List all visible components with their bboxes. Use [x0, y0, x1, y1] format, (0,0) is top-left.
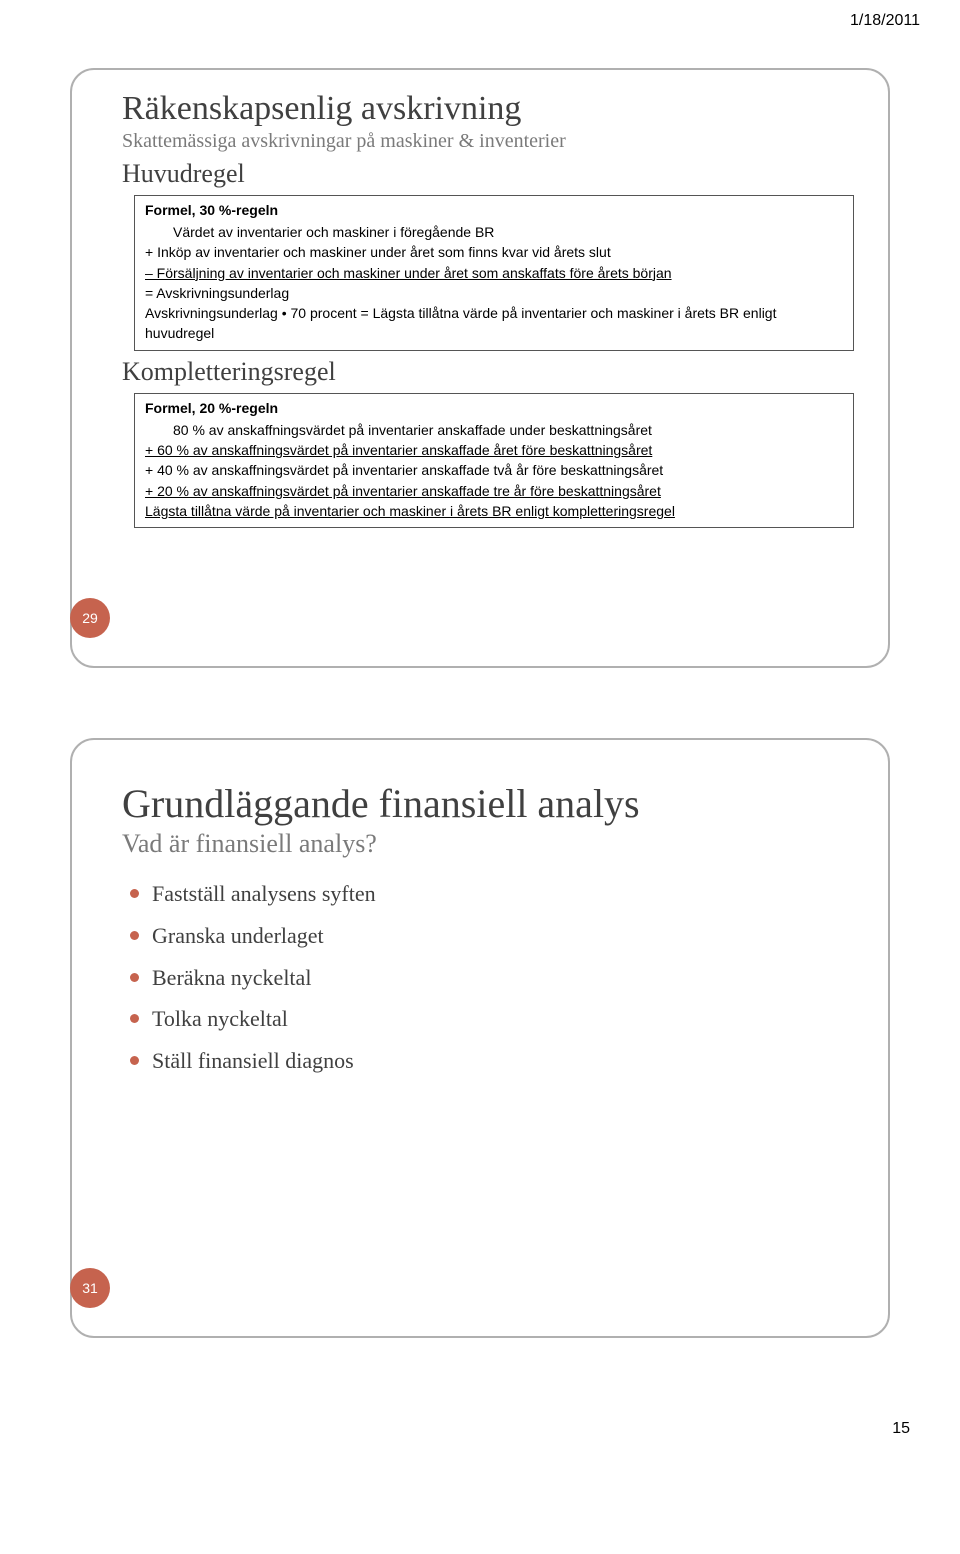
formula-line: + 40 % av anskaffningsvärdet på inventar… [145, 460, 843, 480]
formula-line: Lägsta tillåtna värde på inventarier och… [145, 501, 843, 521]
slide-title: Grundläggande finansiell analys [122, 780, 854, 827]
formula-line: 80 % av anskaffningsvärdet på inventarie… [145, 420, 843, 440]
slide-title: Räkenskapsenlig avskrivning [122, 90, 854, 128]
page-date: 1/18/2011 [0, 0, 960, 38]
formula-line: = Avskrivningsunderlag [145, 283, 843, 303]
bullet-item: Granska underlaget [122, 915, 854, 957]
formula-lines: Värdet av inventarier och maskiner i för… [145, 222, 843, 344]
formula-line: – Försäljning av inventarier och maskine… [145, 263, 843, 283]
section-heading-huvudregel: Huvudregel [122, 159, 854, 189]
formula-line: + 60 % av anskaffningsvärdet på inventar… [145, 440, 843, 460]
formula-box-30: Formel, 30 %-regeln Värdet av inventarie… [134, 195, 854, 351]
bullet-item: Ställ finansiell diagnos [122, 1040, 854, 1082]
formula-line: + 20 % av anskaffningsvärdet på inventar… [145, 481, 843, 501]
formula-lines: 80 % av anskaffningsvärdet på inventarie… [145, 420, 843, 521]
slide-number-badge: 31 [70, 1268, 110, 1308]
formula-line: + Inköp av inventarier och maskiner unde… [145, 242, 843, 262]
bullet-list: Fastställ analysens syftenGranska underl… [122, 873, 854, 1082]
formula-label: Formel, 30 %-regeln [145, 202, 843, 218]
bullet-item: Fastställ analysens syften [122, 873, 854, 915]
slide-number-badge: 29 [70, 598, 110, 638]
formula-label: Formel, 20 %-regeln [145, 400, 843, 416]
bullet-item: Tolka nyckeltal [122, 998, 854, 1040]
section-heading-komplettering: Kompletteringsregel [122, 357, 854, 387]
slide-subtitle: Vad är finansiell analys? [122, 829, 854, 859]
slide-31: 31 Grundläggande finansiell analys Vad ä… [70, 738, 890, 1338]
formula-line: Avskrivningsunderlag • 70 procent = Lägs… [145, 303, 843, 344]
slide-subtitle: Skattemässiga avskrivningar på maskiner … [122, 130, 854, 153]
formula-box-20: Formel, 20 %-regeln 80 % av anskaffnings… [134, 393, 854, 528]
formula-line: Värdet av inventarier och maskiner i för… [145, 222, 843, 242]
slide-29: 29 Räkenskapsenlig avskrivning Skattemäs… [70, 68, 890, 668]
page-number: 15 [0, 1408, 960, 1458]
bullet-item: Beräkna nyckeltal [122, 957, 854, 999]
